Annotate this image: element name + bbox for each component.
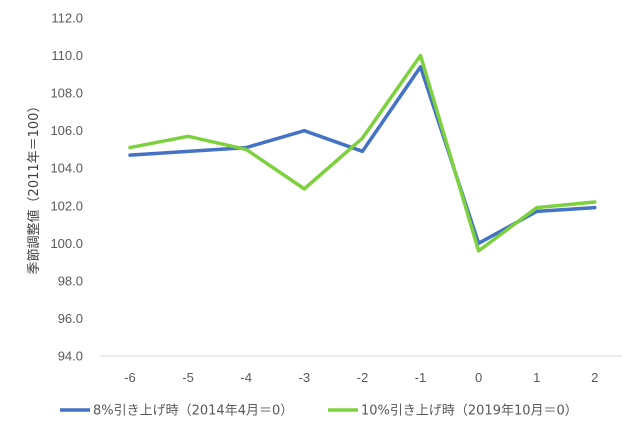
y-tick-label: 96.0 <box>58 311 83 326</box>
x-axis-ticks: -6 -5 -4 -3 -2 -1 0 1 2 <box>124 370 598 385</box>
y-tick-label: 106.0 <box>50 123 83 138</box>
y-tick-label: 94.0 <box>58 349 83 364</box>
data-point <box>419 54 422 58</box>
y-axis-ticks: 94.0 96.0 98.0 100.0 102.0 104.0 106.0 108.0 110… <box>50 11 83 364</box>
legend-label: 10%引き上げ時（2019年10月＝0） <box>361 404 578 419</box>
data-point <box>128 146 132 150</box>
x-tick-label: -2 <box>357 370 369 385</box>
data-point <box>186 149 190 153</box>
legend-label: 8%引き上げ時（2014年4月＝0） <box>93 404 293 419</box>
y-tick-label: 110.0 <box>51 48 83 63</box>
y-tick-label: 102.0 <box>50 198 83 213</box>
data-point <box>360 136 364 140</box>
y-axis-title: 季節調整値（2011年＝100） <box>26 100 42 275</box>
legend: 8%引き上げ時（2014年4月＝0） 10%引き上げ時（2019年10月＝0） <box>60 404 578 419</box>
y-tick-label: 112.0 <box>51 11 83 26</box>
data-point <box>419 65 422 69</box>
series-1 <box>128 65 597 246</box>
x-tick-label: -1 <box>415 370 427 385</box>
y-tick-label: 100.0 <box>50 236 83 251</box>
series-group <box>128 53 597 253</box>
x-tick-label: -5 <box>182 370 194 385</box>
data-point <box>244 147 248 151</box>
series-line <box>128 53 597 253</box>
y-tick-label: 104.0 <box>50 161 83 176</box>
data-point <box>186 134 190 138</box>
data-point <box>302 187 306 191</box>
y-tick-label: 108.0 <box>50 86 83 101</box>
data-point <box>535 209 539 213</box>
data-point <box>535 206 539 210</box>
series-2 <box>128 53 597 253</box>
x-tick-label: 0 <box>475 370 482 385</box>
x-tick-label: 2 <box>591 370 598 385</box>
y-tick-label: 98.0 <box>58 273 83 288</box>
x-tick-label: 1 <box>533 370 540 385</box>
data-point <box>593 206 597 210</box>
data-point <box>593 200 597 204</box>
data-point <box>477 249 481 253</box>
data-point <box>302 129 306 133</box>
x-tick-label: -4 <box>240 370 252 385</box>
data-point <box>128 153 132 157</box>
x-tick-label: -3 <box>299 370 311 385</box>
x-tick-label: -6 <box>124 370 136 385</box>
data-point <box>360 149 364 153</box>
